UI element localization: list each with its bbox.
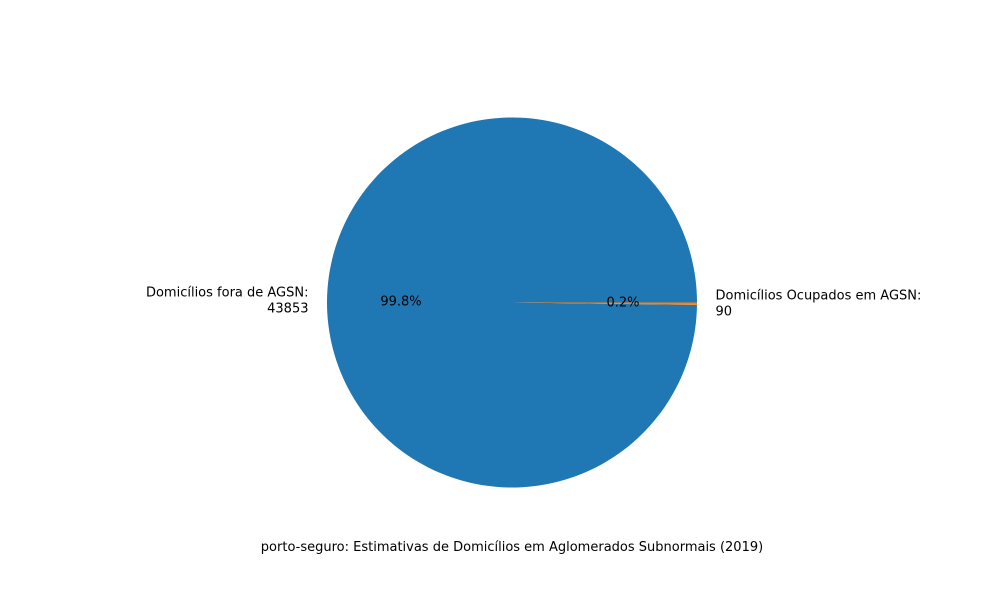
- slice-label-1: Domicílios Ocupados em AGSN: 90: [715, 288, 921, 319]
- pie-slice-0: [327, 117, 697, 488]
- pct-label-0: 99.8%: [380, 294, 421, 309]
- chart-title: porto-seguro: Estimativas de Domicílios …: [261, 540, 763, 555]
- pie-labels: 99.8% Domicílios fora de AGSN: 43853 0.2% Do…: [146, 286, 921, 320]
- slice-label-0: Domicílios fora de AGSN: 43853: [146, 286, 309, 317]
- pie-slices: [327, 117, 697, 488]
- slice-label-1-line-0: Domicílios Ocupados em AGSN:: [715, 288, 921, 303]
- slice-label-0-line-1: 43853: [267, 302, 308, 317]
- pct-label-1: 0.2%: [606, 296, 639, 311]
- slice-label-1-line-1: 90: [715, 304, 732, 319]
- pie-slice-1: [512, 302, 697, 305]
- slice-label-0-line-0: Domicílios fora de AGSN:: [146, 286, 309, 301]
